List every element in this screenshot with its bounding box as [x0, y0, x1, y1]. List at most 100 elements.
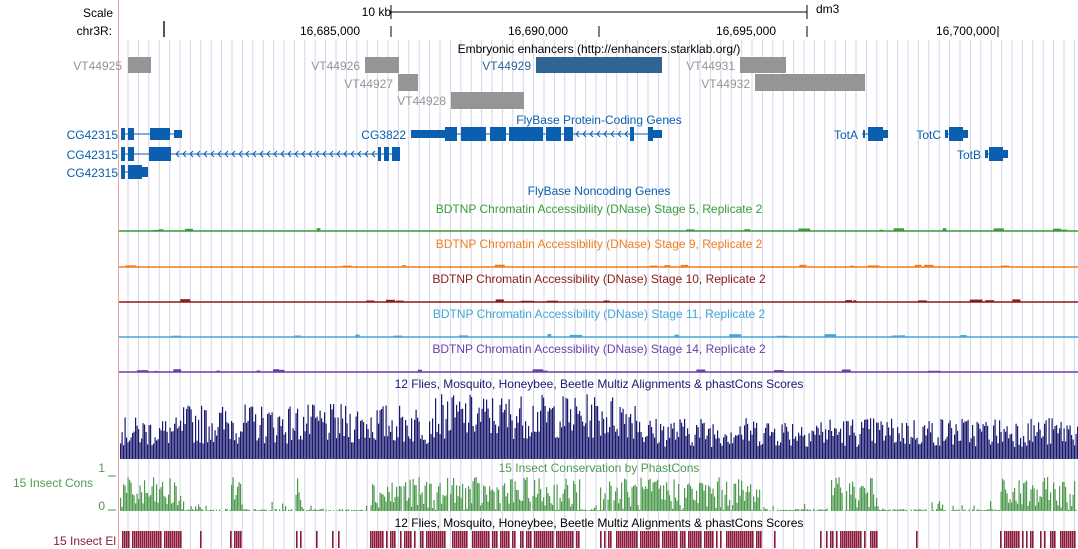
enhancer-label[interactable]: VT44932 — [701, 77, 750, 91]
gene-model[interactable]: TotB — [957, 147, 1008, 162]
multiz-bar — [555, 437, 557, 459]
conserved-element — [840, 531, 842, 548]
conserved-element — [566, 531, 568, 548]
enhancer-label[interactable]: VT44926 — [311, 59, 360, 73]
multiz-bar — [162, 421, 164, 459]
multiz-bar — [955, 424, 957, 459]
phastcons-bar — [247, 509, 249, 511]
multiz-bar — [661, 430, 663, 459]
enhancers-track[interactable]: Embryonic enhancers (http://enhancers.st… — [73, 42, 865, 109]
phastcons-bar — [996, 510, 998, 511]
dnase-peak — [867, 265, 880, 267]
conserved-element — [758, 531, 760, 548]
multiz-bar — [390, 431, 392, 459]
gene-model[interactable]: CG42315 — [67, 147, 400, 162]
multiz-bar — [564, 426, 566, 459]
gene-exon — [445, 127, 457, 141]
conserved-element — [1022, 531, 1024, 548]
multiz-bar — [157, 439, 159, 459]
dnase-track[interactable]: BDTNP Chromatin Accessibility (DNase) St… — [119, 342, 1078, 373]
multiz-bar — [877, 422, 879, 459]
gene-label[interactable]: TotC — [916, 128, 941, 142]
phastcons-bar — [337, 510, 339, 511]
multiz-bar — [624, 423, 626, 459]
track-side-label[interactable]: 15 Insect El — [53, 534, 116, 548]
multiz-track[interactable]: 12 Flies, Mosquito, Honeybee, Beetle Mul… — [120, 377, 1078, 459]
phastcons-bar — [708, 485, 710, 511]
enhancer-label[interactable]: VT44927 — [344, 77, 393, 91]
dnase-track[interactable]: BDTNP Chromatin Accessibility (DNase) St… — [119, 307, 1078, 338]
strand-chevron — [329, 150, 334, 158]
enhancer-label[interactable]: VT44931 — [686, 59, 735, 73]
conserved-element — [440, 531, 442, 548]
multiz-bar — [579, 410, 581, 459]
phastcons-bar — [1032, 485, 1034, 511]
enhancer-item[interactable]: VT44926 — [311, 57, 399, 73]
gene-label[interactable]: CG42315 — [67, 166, 119, 180]
enhancer-block[interactable] — [536, 57, 662, 73]
multiz-bar — [282, 419, 284, 459]
track-title-noncoding[interactable]: FlyBase Noncoding Genes — [528, 184, 671, 198]
phastcons-bar — [733, 483, 735, 511]
phastcons-bar — [1041, 497, 1043, 511]
elements-track[interactable]: 12 Flies, Mosquito, Honeybee, Beetle Mul… — [53, 516, 1076, 548]
multiz-bar — [702, 423, 704, 459]
gene-label[interactable]: TotB — [957, 148, 981, 162]
track-side-label[interactable]: 15 Insect Cons — [13, 476, 93, 490]
enhancer-block[interactable] — [128, 57, 151, 73]
enhancer-item[interactable]: VT44927 — [344, 74, 418, 91]
genes-track[interactable]: FlyBase Protein-Coding Genes CG42315 CG4… — [67, 113, 1008, 180]
enhancer-item[interactable]: VT44931 — [686, 57, 786, 73]
conserved-element — [430, 531, 432, 548]
dnase-track[interactable]: BDTNP Chromatin Accessibility (DNase) St… — [119, 237, 1078, 268]
gene-model[interactable]: CG42315 — [67, 128, 182, 142]
enhancer-block[interactable] — [398, 74, 418, 91]
conserved-element — [726, 531, 728, 548]
multiz-bar — [1014, 447, 1016, 459]
dnase-track[interactable]: BDTNP Chromatin Accessibility (DNase) St… — [119, 202, 1078, 232]
enhancer-block[interactable] — [451, 92, 524, 109]
enhancer-block[interactable] — [365, 57, 399, 73]
gene-model[interactable]: CG3822 — [361, 127, 662, 142]
gene-label[interactable]: CG42315 — [67, 128, 119, 142]
gene-label[interactable]: CG42315 — [67, 148, 119, 162]
multiz-bar — [279, 416, 281, 459]
enhancer-block[interactable] — [755, 74, 865, 91]
enhancer-label[interactable]: VT44929 — [482, 59, 531, 73]
multiz-bar — [372, 432, 374, 459]
multiz-bar — [436, 432, 438, 459]
enhancer-item[interactable]: VT44925 — [73, 57, 151, 73]
multiz-bar — [195, 415, 197, 459]
gene-model[interactable]: TotA — [834, 127, 888, 142]
phastcons-bar — [783, 509, 785, 511]
phastcons-bar — [199, 507, 201, 511]
phastcons-bar — [462, 484, 464, 511]
enhancer-item-highlighted[interactable]: VT44929 — [482, 57, 662, 73]
multiz-bar — [324, 412, 326, 459]
multiz-bar — [664, 446, 666, 459]
enhancer-label[interactable]: VT44928 — [397, 94, 446, 108]
multiz-bar — [801, 427, 803, 459]
enhancer-item[interactable]: VT44932 — [701, 74, 865, 91]
enhancer-label[interactable]: VT44925 — [73, 59, 122, 73]
gene-label[interactable]: CG3822 — [361, 128, 406, 142]
gene-model[interactable]: TotC — [916, 127, 968, 142]
base-position-ruler[interactable]: Scale 10 kb dm3 chr3R: 16,685,000 16,690… — [77, 2, 999, 38]
gene-label[interactable]: TotA — [834, 128, 858, 142]
gene-model[interactable]: CG42315 — [67, 165, 148, 180]
multiz-bar — [973, 436, 975, 459]
strand-chevron — [603, 130, 608, 138]
enhancer-block[interactable] — [740, 57, 786, 73]
phastcons-bar — [1024, 482, 1026, 511]
phastcons-bar — [955, 509, 957, 511]
dnase-track[interactable]: BDTNP Chromatin Accessibility (DNase) St… — [119, 272, 1078, 303]
phastcons-track[interactable]: 15 Insect Conservation by PhastCons 15 I… — [13, 461, 1077, 513]
enhancer-item[interactable]: VT44928 — [397, 92, 524, 109]
phastcons-bar — [135, 503, 137, 511]
multiz-bar — [700, 419, 702, 459]
conserved-element — [734, 531, 736, 548]
track-title-genes: FlyBase Protein-Coding Genes — [516, 113, 681, 127]
phastcons-bar — [432, 508, 434, 511]
